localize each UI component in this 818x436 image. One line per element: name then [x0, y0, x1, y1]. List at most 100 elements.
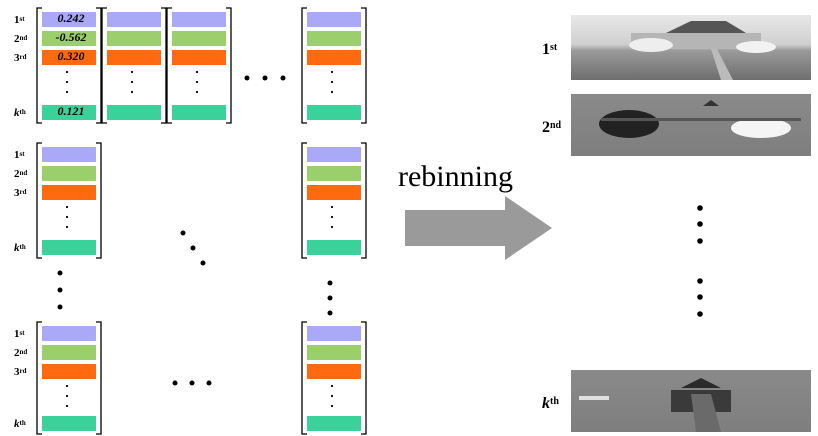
row-label-3rd: 3rd: [14, 188, 27, 199]
cell-1st: [307, 12, 361, 27]
vertical-ellipsis-dot: [65, 90, 69, 94]
vertical-ellipsis-dot: [697, 221, 703, 227]
row-label-1st-num: 1: [14, 328, 20, 340]
cell-2nd: [172, 31, 226, 46]
cell-1st: [107, 12, 161, 27]
value-1: 0.242: [57, 11, 85, 25]
row-label-kth-sup: th: [19, 419, 26, 427]
cell-kth: [42, 416, 96, 431]
cell-kth: [107, 105, 161, 120]
vertical-ellipsis-dot: [195, 70, 199, 74]
cell-3rd: [42, 185, 96, 200]
vertical-ellipsis-dot: [65, 384, 69, 388]
row-label-kth-sup: th: [19, 108, 26, 116]
row-label-3rd-num: 3: [14, 52, 20, 64]
vertical-ellipsis-dot: [330, 205, 334, 209]
row-label-3rd: 3rd: [14, 53, 27, 64]
cell-2nd: [307, 345, 361, 360]
row-label-kth-num: k: [14, 107, 20, 119]
cell-kth: [307, 240, 361, 255]
cell-2nd: [107, 31, 161, 46]
cell-1st: [307, 326, 361, 341]
vertical-ellipsis-dot: [697, 278, 703, 284]
cell-1st: [42, 12, 96, 27]
value-k: 0.121: [57, 104, 85, 118]
row-label-2nd-sup: nd: [19, 348, 28, 356]
cell-1st: [42, 147, 96, 162]
bright-strip: [579, 396, 609, 400]
vector-bracket: [36, 321, 102, 435]
cell-2nd: [42, 166, 96, 181]
image-label-2nd: 2nd: [542, 120, 561, 136]
vector-bracket: [101, 7, 167, 124]
image-label-kth-sup: th: [550, 396, 559, 407]
cell-kth: [42, 240, 96, 255]
vertical-ellipsis-dot: [130, 70, 134, 74]
row-label-3rd-sup: rd: [19, 53, 27, 61]
row-label-2nd-sup: nd: [19, 34, 28, 42]
stairway: [691, 394, 721, 432]
pavilion-roof: [681, 378, 721, 388]
vector-r1-c2: [101, 7, 167, 124]
vertical-ellipsis-dot: [330, 225, 334, 229]
row-label-2nd-num: 2: [14, 347, 20, 359]
row-label-2nd-num: 2: [14, 33, 20, 45]
vertical-ellipsis-dot: [330, 404, 334, 408]
image-label-2nd-num: 2: [542, 119, 550, 136]
cell-1st: [42, 326, 96, 341]
vertical-ellipsis-dot: [130, 90, 134, 94]
vertical-ellipsis-dot: [65, 394, 69, 398]
horizontal-ellipsis-dot: [172, 380, 178, 386]
vector-r3-c1: [36, 321, 102, 435]
row-label-2nd: 2nd: [14, 169, 27, 180]
vector-bracket: [36, 7, 102, 124]
vector-r2-c4: [301, 142, 367, 259]
vector-r1-c4: [301, 7, 367, 124]
image-label-1st-num: 1: [542, 41, 550, 58]
cell-kth: [307, 105, 361, 120]
vector-bracket: [166, 7, 232, 124]
round-platform: [629, 38, 673, 52]
diagonal-ellipsis-dot: [190, 245, 196, 251]
vertical-ellipsis-dot: [65, 215, 69, 219]
vector-bracket: [301, 321, 367, 435]
vector-bracket: [301, 7, 367, 124]
vertical-ellipsis-dot: [327, 295, 333, 301]
vertical-ellipsis-dot: [327, 280, 333, 286]
row-label-2nd-num: 2: [14, 168, 20, 180]
row-label-1st-num: 1: [14, 14, 20, 26]
cell-2nd: [42, 31, 96, 46]
row-label-1st: 1st: [14, 15, 25, 26]
row-label-kth: kth: [14, 419, 26, 430]
pavilion-roof: [666, 21, 746, 33]
vertical-ellipsis-dot: [57, 304, 63, 310]
cell-3rd: [307, 364, 361, 379]
vertical-ellipsis-dot: [697, 238, 703, 244]
cell-3rd: [307, 185, 361, 200]
row-label-3rd: 3rd: [14, 367, 27, 378]
vertical-ellipsis-dot: [65, 205, 69, 209]
row-label-2nd-sup: nd: [19, 169, 28, 177]
row-label-2nd: 2nd: [14, 34, 27, 45]
vertical-ellipsis-dot: [65, 404, 69, 408]
rebinning-label: rebinning: [398, 160, 513, 193]
vertical-ellipsis-dot: [327, 310, 333, 316]
vertical-ellipsis-dot: [330, 215, 334, 219]
row-label-3rd-num: 3: [14, 366, 20, 378]
vertical-ellipsis-dot: [195, 90, 199, 94]
vector-bracket: [301, 142, 367, 259]
vertical-ellipsis-dot: [57, 270, 63, 276]
dark-platform: [599, 110, 659, 138]
cell-kth: [42, 105, 96, 120]
vertical-ellipsis-dot: [65, 70, 69, 74]
row-label-1st: 1st: [14, 150, 25, 161]
horizon-edge: [601, 118, 801, 121]
horizontal-ellipsis-dot: [189, 380, 195, 386]
diagonal-ellipsis-dot: [180, 230, 186, 236]
row-label-kth: kth: [14, 108, 26, 119]
vertical-ellipsis-dot: [330, 394, 334, 398]
cell-1st: [307, 147, 361, 162]
vertical-ellipsis-dot: [330, 90, 334, 94]
vertical-ellipsis-dot: [195, 80, 199, 84]
cell-kth: [172, 105, 226, 120]
